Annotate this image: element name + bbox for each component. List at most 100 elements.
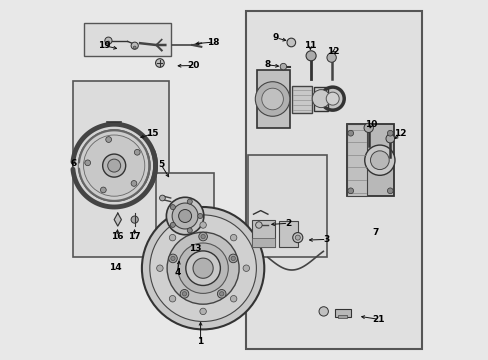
Circle shape — [73, 124, 155, 207]
Circle shape — [107, 41, 110, 44]
Text: 8: 8 — [264, 60, 270, 69]
Text: 19: 19 — [98, 41, 111, 50]
Bar — [257, 70, 289, 128]
Text: 16: 16 — [111, 232, 123, 241]
Circle shape — [100, 187, 106, 193]
Circle shape — [386, 188, 392, 194]
Text: 9: 9 — [272, 33, 279, 42]
Circle shape — [370, 151, 388, 170]
Bar — [247, 155, 326, 257]
Text: 15: 15 — [145, 129, 158, 138]
Circle shape — [142, 207, 264, 329]
Text: 13: 13 — [188, 244, 201, 253]
Circle shape — [280, 63, 286, 70]
Bar — [246, 11, 421, 349]
Circle shape — [182, 292, 186, 296]
Bar — [73, 81, 168, 257]
Circle shape — [386, 130, 392, 136]
Circle shape — [178, 243, 228, 293]
Text: 10: 10 — [365, 120, 377, 129]
Circle shape — [83, 135, 144, 196]
Circle shape — [159, 195, 165, 201]
Circle shape — [170, 222, 175, 228]
Text: 7: 7 — [371, 228, 378, 237]
Circle shape — [261, 88, 283, 110]
Circle shape — [168, 254, 177, 263]
Bar — [337, 315, 346, 318]
Text: 17: 17 — [128, 232, 141, 241]
Circle shape — [200, 308, 206, 315]
Circle shape — [187, 199, 192, 204]
Circle shape — [255, 82, 289, 116]
Circle shape — [219, 292, 224, 296]
Circle shape — [363, 123, 373, 132]
Circle shape — [347, 130, 353, 136]
Circle shape — [156, 265, 163, 271]
Circle shape — [187, 228, 192, 233]
Circle shape — [170, 204, 175, 210]
Circle shape — [166, 197, 203, 235]
Bar — [251, 238, 275, 247]
Circle shape — [230, 296, 236, 302]
Text: 1: 1 — [197, 337, 203, 346]
Circle shape — [131, 216, 138, 223]
Text: 21: 21 — [372, 315, 384, 324]
Circle shape — [305, 51, 316, 61]
Circle shape — [197, 213, 203, 219]
Text: 12: 12 — [327, 46, 339, 55]
Circle shape — [255, 222, 262, 228]
Text: 3: 3 — [323, 235, 329, 244]
Circle shape — [133, 46, 136, 49]
Circle shape — [228, 254, 237, 263]
Circle shape — [321, 87, 344, 110]
Circle shape — [105, 137, 111, 143]
Bar — [314, 87, 327, 111]
Text: 18: 18 — [206, 37, 219, 46]
Text: 12: 12 — [393, 129, 406, 138]
Text: 11: 11 — [304, 40, 316, 49]
Circle shape — [286, 38, 295, 47]
Bar — [251, 220, 275, 247]
Circle shape — [243, 265, 249, 271]
Circle shape — [231, 256, 235, 261]
Circle shape — [199, 232, 207, 241]
Circle shape — [149, 215, 256, 321]
Circle shape — [178, 210, 191, 222]
Circle shape — [170, 256, 175, 261]
Circle shape — [107, 159, 121, 172]
Bar — [346, 124, 393, 196]
Text: 20: 20 — [187, 61, 199, 70]
Bar — [346, 124, 366, 196]
Circle shape — [364, 145, 394, 175]
Text: 6: 6 — [71, 159, 77, 168]
Circle shape — [180, 289, 188, 298]
Polygon shape — [114, 213, 121, 226]
Circle shape — [84, 160, 90, 166]
Circle shape — [326, 53, 336, 62]
Circle shape — [102, 154, 125, 177]
Polygon shape — [284, 65, 285, 68]
Bar — [156, 173, 213, 266]
Circle shape — [325, 92, 339, 105]
Bar — [84, 23, 170, 56]
Text: 2: 2 — [285, 219, 291, 228]
Text: 5: 5 — [158, 160, 164, 169]
Bar — [292, 86, 311, 113]
Circle shape — [131, 42, 138, 49]
Circle shape — [131, 181, 137, 186]
Text: 4: 4 — [174, 268, 181, 277]
Circle shape — [318, 307, 328, 316]
Circle shape — [292, 233, 302, 243]
Circle shape — [311, 90, 329, 108]
Bar — [334, 309, 350, 317]
Circle shape — [167, 232, 239, 304]
Circle shape — [185, 251, 220, 285]
Circle shape — [347, 188, 353, 194]
Circle shape — [385, 134, 394, 143]
Circle shape — [169, 234, 175, 241]
Circle shape — [295, 235, 300, 240]
Circle shape — [169, 296, 175, 302]
Circle shape — [217, 289, 225, 298]
Circle shape — [104, 37, 112, 44]
Circle shape — [155, 59, 164, 67]
